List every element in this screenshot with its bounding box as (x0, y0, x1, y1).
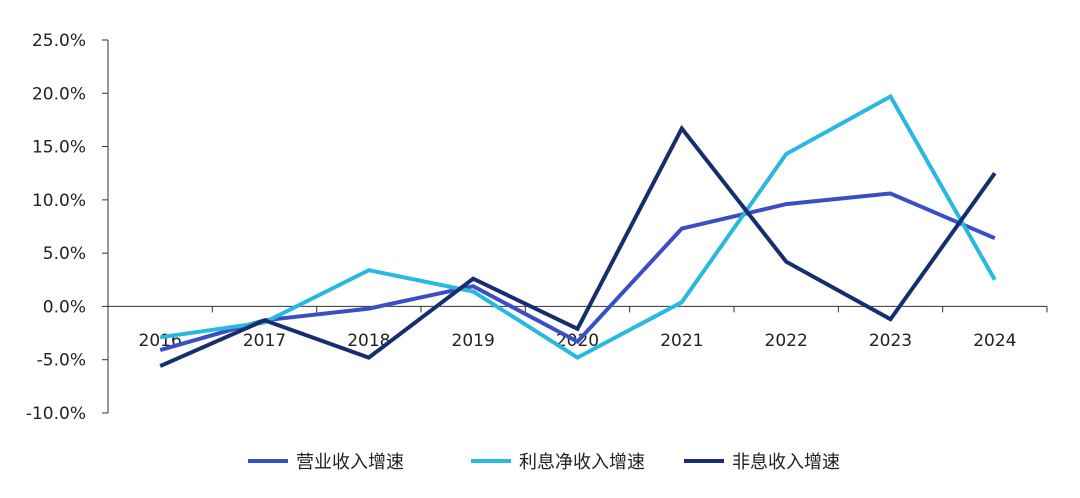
legend-item-3: 非息收入增速 (684, 452, 840, 473)
x-tick-label: 2023 (869, 331, 912, 351)
series-line-3 (159, 124, 997, 368)
axes (102, 39, 1048, 414)
y-tick-label: 5.0% (43, 244, 86, 264)
x-tick-label: 2019 (452, 331, 495, 351)
legend-item-2: 利息净收入增速 (471, 452, 645, 473)
y-tick-label: -10.0% (26, 404, 86, 424)
y-tick-label: -5.0% (37, 351, 86, 371)
legend-label: 营业收入增速 (296, 452, 404, 473)
y-tick-label: 0.0% (43, 297, 86, 317)
series-lines (159, 93, 997, 368)
series-line-1 (159, 191, 996, 353)
x-tick-label: 2022 (765, 331, 808, 351)
y-tick-label: 15.0% (32, 138, 86, 158)
x-tick-label: 2021 (660, 331, 703, 351)
x-tick-label: 2024 (973, 331, 1016, 351)
legend-item-1: 营业收入增速 (248, 452, 404, 473)
legend-label: 非息收入增速 (732, 452, 840, 473)
y-tick-labels: -10.0% -5.0% 0.0% 5.0% 10.0% 15.0% 20.0% 25.0% (26, 31, 86, 424)
x-tick-label: 2018 (347, 331, 390, 351)
y-tick-label: 25.0% (32, 31, 86, 51)
series-line-2 (159, 93, 997, 360)
x-tick-label: 2017 (243, 331, 286, 351)
y-tick-label: 10.0% (32, 191, 86, 211)
legend-label: 利息净收入增速 (519, 452, 645, 473)
legend: 营业收入增速 利息净收入增速 非息收入增速 (248, 452, 840, 473)
x-tick-labels: 2016 2017 2018 2019 2020 2021 2022 2023 2024 (139, 331, 1017, 351)
y-tick-label: 20.0% (32, 84, 86, 104)
